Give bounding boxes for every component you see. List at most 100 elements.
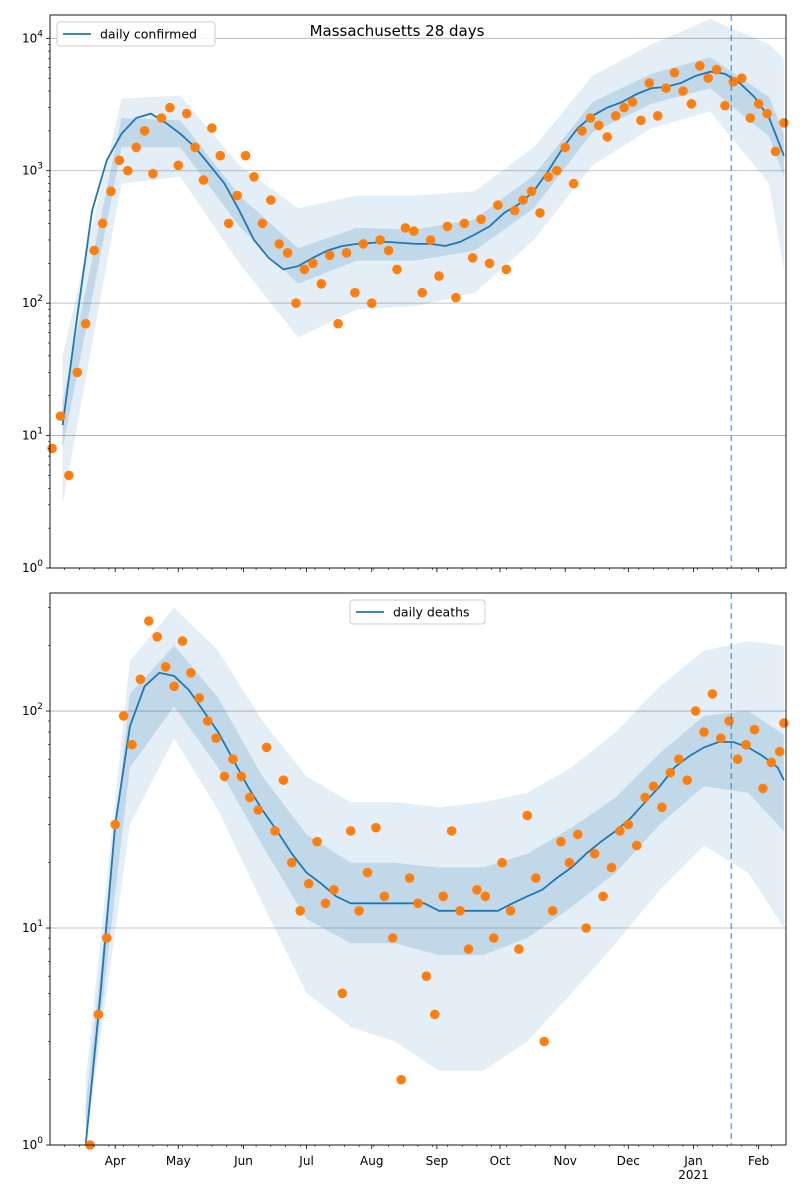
data-point (219, 771, 230, 782)
data-point (324, 250, 335, 261)
data-point (404, 873, 415, 883)
data-point (779, 718, 789, 728)
data-point (636, 115, 646, 126)
data-point (493, 200, 503, 210)
data-point (240, 150, 251, 161)
data-point (181, 108, 192, 119)
data-point (266, 195, 276, 205)
data-point (606, 862, 617, 873)
panel-daily-confirmed: 100 101 102 103 104 daily confirmed Massachu… (22, 14, 789, 575)
data-point (270, 826, 280, 836)
data-point (144, 616, 154, 626)
data-point (320, 898, 331, 909)
data-point (202, 716, 213, 726)
data-point (257, 218, 268, 229)
x-tick-label: 2021 (678, 1168, 709, 1182)
data-point (333, 318, 343, 329)
data-point (711, 64, 722, 75)
legend: daily deaths (349, 599, 486, 625)
data-point (467, 252, 478, 263)
data-point (531, 873, 541, 883)
y-tick-label: 101 (22, 919, 43, 935)
data-point (148, 168, 158, 179)
y-tick-label: 100 (22, 1136, 43, 1152)
data-point (123, 165, 133, 176)
data-point (581, 923, 591, 933)
inner-band-area (62, 57, 784, 449)
data-point (156, 113, 167, 123)
data-point (362, 867, 373, 878)
data-point (585, 113, 596, 123)
data-point (64, 470, 74, 481)
data-point (308, 258, 318, 269)
data-point (350, 287, 360, 298)
data-point (245, 792, 255, 803)
axes-frame (46, 592, 787, 1149)
data-point (560, 142, 570, 153)
outer-uncertainty-band (62, 19, 784, 505)
data-point (674, 754, 684, 764)
data-point (430, 1009, 440, 1020)
x-tick-label: Aug (360, 1154, 383, 1168)
axes-frame (46, 14, 787, 572)
data-point (316, 279, 327, 289)
data-point (484, 258, 495, 269)
data-point (215, 150, 226, 161)
data-point (741, 739, 751, 750)
data-point (89, 245, 99, 256)
data-point (737, 73, 747, 83)
data-point (392, 264, 402, 275)
data-point (770, 146, 781, 157)
data-point (190, 142, 200, 153)
data-point (699, 727, 709, 737)
x-tick-label: Sep (426, 1154, 449, 1168)
data-point (535, 208, 545, 218)
data-point (446, 826, 457, 836)
data-point (358, 239, 369, 249)
data-point (371, 822, 381, 833)
x-tick-label: Nov (553, 1154, 576, 1168)
data-point (564, 857, 575, 868)
data-point (518, 195, 528, 205)
inner-uncertainty-band (62, 57, 784, 449)
data-point (341, 248, 352, 258)
legend-box (56, 21, 216, 47)
data-point (299, 264, 310, 275)
data-point (455, 906, 465, 916)
data-point (724, 716, 734, 726)
data-point (173, 160, 184, 171)
data-point (476, 214, 486, 225)
data-point (106, 186, 116, 197)
data-point (223, 218, 234, 229)
data-point (480, 891, 491, 902)
data-point (388, 933, 398, 943)
data-point (442, 221, 453, 232)
data-point (434, 271, 444, 281)
data-point (610, 111, 621, 121)
data-point (690, 706, 701, 716)
y-tick-label: 102 (22, 294, 43, 310)
data-point (556, 836, 566, 847)
data-point (425, 235, 436, 245)
data-point (131, 142, 141, 153)
data-point (354, 906, 364, 916)
data-point (678, 86, 688, 96)
data-point (695, 61, 705, 71)
data-point (526, 186, 537, 197)
data-point (194, 693, 205, 703)
data-point (779, 118, 789, 128)
data-point (118, 711, 129, 721)
x-tick-label: Dec (617, 1154, 640, 1168)
data-point (623, 819, 634, 830)
inner-uncertainty-band (85, 645, 784, 1145)
data-point (472, 885, 482, 895)
data-point (745, 113, 756, 123)
data-point (329, 885, 339, 895)
data-point (207, 123, 217, 133)
outer-band-area (62, 19, 784, 505)
x-tick-label: Oct (490, 1154, 511, 1168)
data-point (177, 636, 188, 646)
outer-band-area (85, 607, 784, 1145)
y-tick-label: 103 (22, 162, 43, 178)
x-tick-label: May (166, 1154, 191, 1168)
